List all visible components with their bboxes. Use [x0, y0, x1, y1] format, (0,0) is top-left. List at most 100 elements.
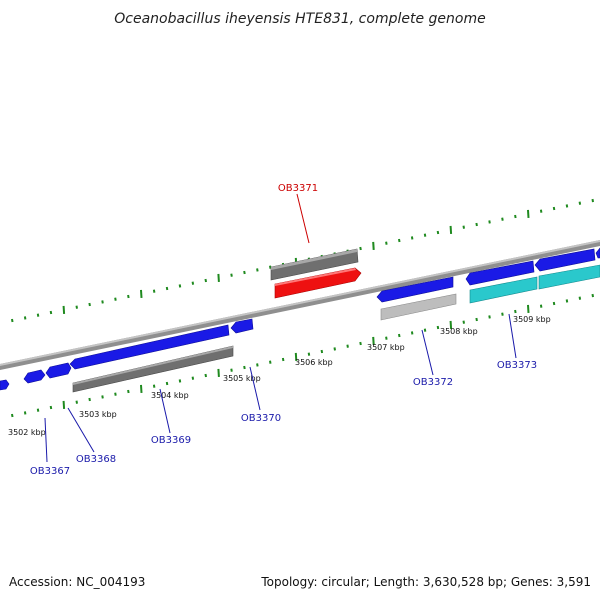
- upper-tick: [11, 318, 14, 323]
- lower-tick: [36, 408, 40, 412]
- rna-feature-highlight: [73, 346, 233, 385]
- upper-tick: [501, 217, 504, 221]
- lower-tick: [436, 325, 440, 330]
- lower-tick: [539, 304, 543, 308]
- lower-tick: [178, 379, 182, 383]
- genome-title: Oceanobacillus iheyensis HTE831, complet…: [114, 11, 485, 27]
- upper-tick: [462, 225, 465, 229]
- lower-tick: [552, 301, 556, 306]
- upper-tick: [359, 246, 362, 251]
- gene-label-ob3369[interactable]: OB3369: [151, 435, 191, 446]
- genome-summary-text: Topology: circular; Length: 3,630,528 bp…: [260, 575, 591, 589]
- upper-tick: [49, 310, 53, 315]
- lower-tick: [423, 328, 427, 332]
- lower-tick: [462, 320, 465, 324]
- lower-tick: [475, 317, 478, 322]
- upper-tick: [552, 206, 556, 211]
- gene-arrow-right-edge[interactable]: [595, 247, 600, 259]
- lower-tick: [88, 397, 91, 402]
- lower-tick: [230, 368, 233, 372]
- lower-tick: [488, 315, 491, 319]
- genome-axis: [0, 240, 600, 370]
- upper-tick: [230, 273, 233, 277]
- lower-tick: [11, 413, 14, 418]
- cyan-feature-ob3373[interactable]: [469, 276, 538, 304]
- tick-label-3505: 3505 kbp: [223, 374, 261, 383]
- callout-lines: [44, 193, 517, 463]
- lower-tick: [346, 344, 349, 348]
- gene-arrow-ob3373-upper[interactable]: [465, 260, 535, 286]
- upper-tick: [372, 241, 375, 250]
- lower-tick: [565, 299, 569, 303]
- upper-tick: [578, 201, 582, 205]
- gene-label-ob3368[interactable]: OB3368: [76, 454, 116, 465]
- upper-tick: [152, 289, 156, 293]
- upper-tick: [127, 294, 130, 299]
- lower-tick: [385, 336, 388, 340]
- lower-tick: [75, 400, 78, 404]
- tick-label-3508: 3508 kbp: [440, 327, 478, 336]
- gene-label-ob3371[interactable]: OB3371: [278, 183, 318, 194]
- accession-text: Accession: NC_004193: [9, 575, 145, 589]
- lower-tick: [578, 296, 582, 300]
- lower-tick: [127, 389, 130, 394]
- lower-tick: [372, 336, 375, 345]
- rna-feature-upper-highlight: [271, 249, 357, 270]
- lower-tick: [527, 304, 530, 313]
- upper-tick: [204, 278, 207, 283]
- lower-tick: [449, 320, 453, 329]
- gene-arrow-left-edge[interactable]: [0, 379, 10, 391]
- pseudo-feature-ob3372[interactable]: [380, 293, 457, 321]
- gene-arrow-right-upper[interactable]: [534, 248, 596, 272]
- tick-label-3506: 3506 kbp: [295, 358, 333, 367]
- tick-label-3509: 3509 kbp: [513, 315, 551, 324]
- upper-tick: [23, 316, 27, 320]
- upper-tick: [243, 270, 246, 275]
- lower-tick: [307, 352, 311, 356]
- gene-label-ob3372[interactable]: OB3372: [413, 377, 453, 388]
- tick-label-3504: 3504 kbp: [151, 391, 189, 400]
- lower-tick: [591, 293, 594, 298]
- gene-label-ob3373[interactable]: OB3373: [497, 360, 537, 371]
- gene-arrow-ob3369-upper[interactable]: [69, 324, 230, 370]
- gene-arrow-ob3371[interactable]: [274, 267, 362, 299]
- upper-tick: [191, 281, 195, 285]
- upper-tick: [398, 238, 401, 243]
- upper-tick: [178, 284, 182, 288]
- scale-labels: 3502 kbp 3503 kbp 3504 kbp 3505 kbp 3506…: [8, 315, 551, 437]
- lower-tick: [191, 376, 195, 380]
- gene-ob3371-shine: [275, 268, 356, 286]
- lower-tick: [114, 392, 117, 396]
- lower-tick: [165, 381, 169, 386]
- gene-arrow-ob3370[interactable]: [230, 318, 254, 334]
- lower-tick: [23, 411, 27, 415]
- tick-label-3502: 3502 kbp: [8, 428, 46, 437]
- upper-tick: [410, 236, 414, 240]
- upper-tick: [514, 214, 517, 219]
- lower-tick: [359, 341, 362, 346]
- lower-tick: [410, 331, 414, 335]
- upper-tick: [269, 265, 272, 269]
- lower-tick: [256, 363, 259, 367]
- lower-tick: [320, 349, 324, 354]
- upper-tick: [385, 241, 388, 245]
- upper-tick: [140, 289, 143, 298]
- gene-label-ob3367[interactable]: OB3367: [30, 466, 70, 477]
- upper-tick: [436, 230, 440, 235]
- upper-tick: [75, 305, 78, 309]
- cyan-feature-right[interactable]: [538, 264, 600, 290]
- upper-tick: [62, 305, 66, 314]
- gene-arrow-ob3367[interactable]: [23, 369, 46, 384]
- gene-features: [0, 247, 600, 393]
- gene-label-ob3370[interactable]: OB3370: [241, 413, 281, 424]
- lower-tick: [243, 365, 246, 370]
- upper-tick: [88, 302, 91, 307]
- upper-tick: [527, 209, 530, 218]
- gene-arrow-ob3372[interactable]: [376, 276, 454, 303]
- lower-tick: [62, 400, 66, 409]
- gene-arrow-ob3368[interactable]: [45, 362, 72, 379]
- lower-tick: [269, 360, 272, 364]
- upper-tick: [539, 209, 543, 213]
